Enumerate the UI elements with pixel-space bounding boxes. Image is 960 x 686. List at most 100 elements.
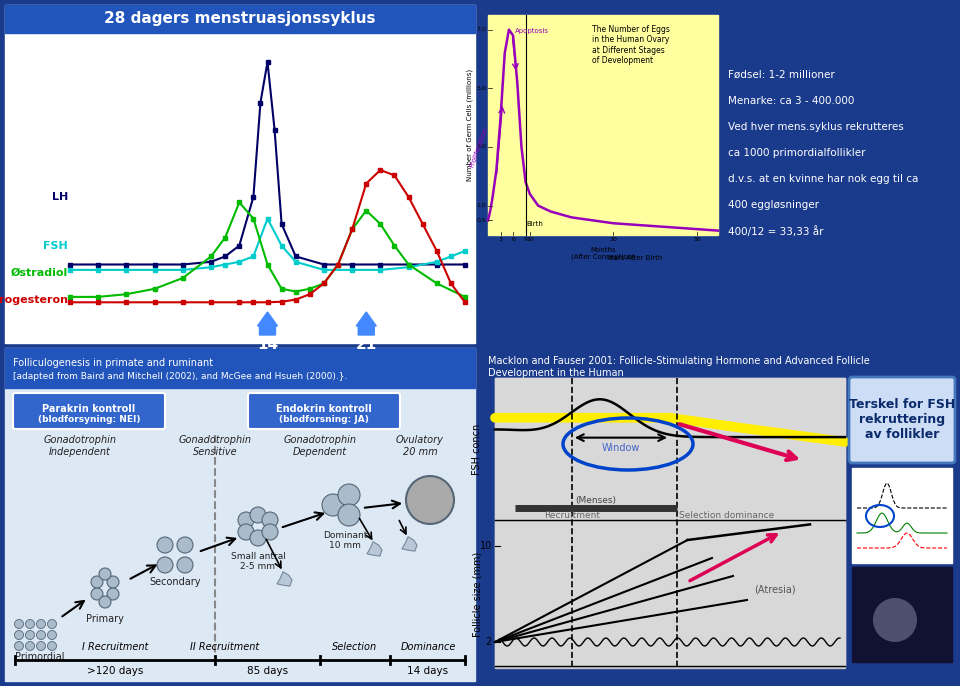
- Text: 3.0: 3.0: [476, 145, 486, 150]
- Circle shape: [238, 524, 254, 540]
- Text: Secondary: Secondary: [149, 577, 201, 587]
- Text: Menarke: ca 3 - 400.000: Menarke: ca 3 - 400.000: [728, 96, 854, 106]
- Bar: [495, 378, 845, 668]
- Circle shape: [322, 494, 344, 516]
- Bar: [480, 348, 955, 681]
- Text: Folliculogenesis in primate and ruminant: Folliculogenesis in primate and ruminant: [13, 358, 213, 368]
- Text: ca 1000 primordialfollikler: ca 1000 primordialfollikler: [728, 148, 866, 158]
- Text: >120 days: >120 days: [86, 666, 143, 676]
- Text: 50: 50: [693, 237, 701, 242]
- Bar: [852, 468, 952, 563]
- Circle shape: [91, 588, 103, 600]
- Text: 6: 6: [511, 237, 515, 242]
- Text: Østradiol: Østradiol: [11, 268, 68, 278]
- Text: Ved hver mens.syklus rekrutteres: Ved hver mens.syklus rekrutteres: [728, 122, 903, 132]
- Text: Macklon and Fauser 2001: Follicle-Stimulating Hormone and Advanced Follicle
Deve: Macklon and Fauser 2001: Follicle-Stimul…: [488, 356, 870, 377]
- Circle shape: [36, 619, 45, 628]
- Text: Proliferation: Proliferation: [469, 126, 490, 168]
- Circle shape: [177, 537, 193, 553]
- Text: Fødsel: 1-2 millioner: Fødsel: 1-2 millioner: [728, 70, 835, 80]
- Circle shape: [99, 568, 111, 580]
- Circle shape: [47, 630, 57, 639]
- Text: 14 days: 14 days: [407, 666, 448, 676]
- Text: Window: Window: [602, 442, 640, 453]
- Circle shape: [338, 484, 360, 506]
- Circle shape: [157, 557, 173, 573]
- Text: 1.0: 1.0: [476, 203, 486, 208]
- FancyArrow shape: [257, 312, 277, 335]
- Text: 10: 10: [480, 541, 492, 551]
- Bar: [5, 348, 475, 681]
- Text: Dominant
10 mm: Dominant 10 mm: [323, 531, 367, 550]
- Text: FSH: FSH: [43, 241, 68, 250]
- Text: Number of Germ Cells (millions): Number of Germ Cells (millions): [467, 69, 473, 181]
- Circle shape: [406, 476, 454, 524]
- Text: 400 eggløsninger: 400 eggløsninger: [728, 200, 819, 210]
- Bar: [5, 348, 475, 388]
- Text: FSH concn: FSH concn: [472, 423, 482, 475]
- Text: Selection dominance: Selection dominance: [679, 511, 775, 520]
- Text: (blodforsyning: NEI): (blodforsyning: NEI): [37, 415, 140, 424]
- Text: Progesteron: Progesteron: [0, 294, 68, 305]
- Text: Follicle size (mm): Follicle size (mm): [472, 552, 482, 637]
- Text: Gonadotrophin
Sensitive: Gonadotrophin Sensitive: [179, 435, 252, 457]
- Circle shape: [47, 641, 57, 650]
- Text: Years After Birth: Years After Birth: [606, 255, 662, 261]
- Circle shape: [250, 507, 266, 523]
- FancyBboxPatch shape: [13, 393, 165, 429]
- Text: 400/12 = 33,33 år: 400/12 = 33,33 år: [728, 226, 824, 237]
- FancyBboxPatch shape: [248, 393, 400, 429]
- Text: (Menses): (Menses): [575, 496, 616, 505]
- Bar: [5, 5, 475, 33]
- Circle shape: [26, 641, 35, 650]
- Circle shape: [250, 530, 266, 546]
- Circle shape: [873, 598, 917, 642]
- Text: Parakrin kontroll: Parakrin kontroll: [42, 404, 135, 414]
- Text: 7.0: 7.0: [476, 27, 486, 32]
- Polygon shape: [276, 571, 292, 586]
- Circle shape: [238, 512, 254, 528]
- Polygon shape: [367, 542, 382, 556]
- Text: Primordial: Primordial: [15, 652, 64, 662]
- Bar: [495, 522, 845, 666]
- Circle shape: [36, 630, 45, 639]
- Text: Ovulatory
20 mm: Ovulatory 20 mm: [396, 435, 444, 457]
- Text: 30: 30: [610, 237, 617, 242]
- Circle shape: [107, 588, 119, 600]
- Text: 10: 10: [526, 237, 534, 242]
- Bar: [488, 15, 718, 235]
- Text: Recruitment: Recruitment: [544, 511, 600, 520]
- Text: Small antral
2-5 mm: Small antral 2-5 mm: [230, 552, 285, 571]
- Circle shape: [157, 537, 173, 553]
- Text: Terskel for FSH
rekruttering
av follikler: Terskel for FSH rekruttering av follikle…: [849, 399, 955, 442]
- Circle shape: [99, 596, 111, 608]
- Text: The Number of Eggs
in the Human Ovary
at Different Stages
of Development: The Number of Eggs in the Human Ovary at…: [591, 25, 669, 65]
- Circle shape: [36, 641, 45, 650]
- Text: 9: 9: [523, 237, 528, 242]
- Text: Dominance: Dominance: [400, 642, 456, 652]
- Circle shape: [14, 641, 23, 650]
- Text: (blodforsning: JA): (blodforsning: JA): [279, 415, 369, 424]
- Bar: [5, 5, 475, 343]
- Text: Endokrin kontroll: Endokrin kontroll: [276, 404, 372, 414]
- Text: II Recruitment: II Recruitment: [190, 642, 259, 652]
- Text: 2: 2: [486, 637, 492, 647]
- Text: [adapted from Baird and Mitchell (2002), and McGee and Hsueh (2000).}.: [adapted from Baird and Mitchell (2002),…: [13, 372, 348, 381]
- Text: Months
(After Conception): Months (After Conception): [571, 247, 635, 261]
- Circle shape: [338, 504, 360, 526]
- Text: Threshold: Threshold: [848, 427, 896, 437]
- Text: I Recruitment: I Recruitment: [82, 642, 148, 652]
- Circle shape: [14, 619, 23, 628]
- Text: d.v.s. at en kvinne har nok egg til ca: d.v.s. at en kvinne har nok egg til ca: [728, 174, 919, 184]
- Text: Selection: Selection: [332, 642, 377, 652]
- FancyArrow shape: [356, 312, 376, 335]
- Circle shape: [26, 619, 35, 628]
- Circle shape: [91, 576, 103, 588]
- Text: 85 days: 85 days: [248, 666, 289, 676]
- Text: LH: LH: [52, 192, 68, 202]
- Circle shape: [14, 630, 23, 639]
- Polygon shape: [402, 536, 417, 551]
- Bar: [495, 378, 845, 520]
- Circle shape: [47, 619, 57, 628]
- Text: Gonadotrophin
Dependent: Gonadotrophin Dependent: [283, 435, 356, 457]
